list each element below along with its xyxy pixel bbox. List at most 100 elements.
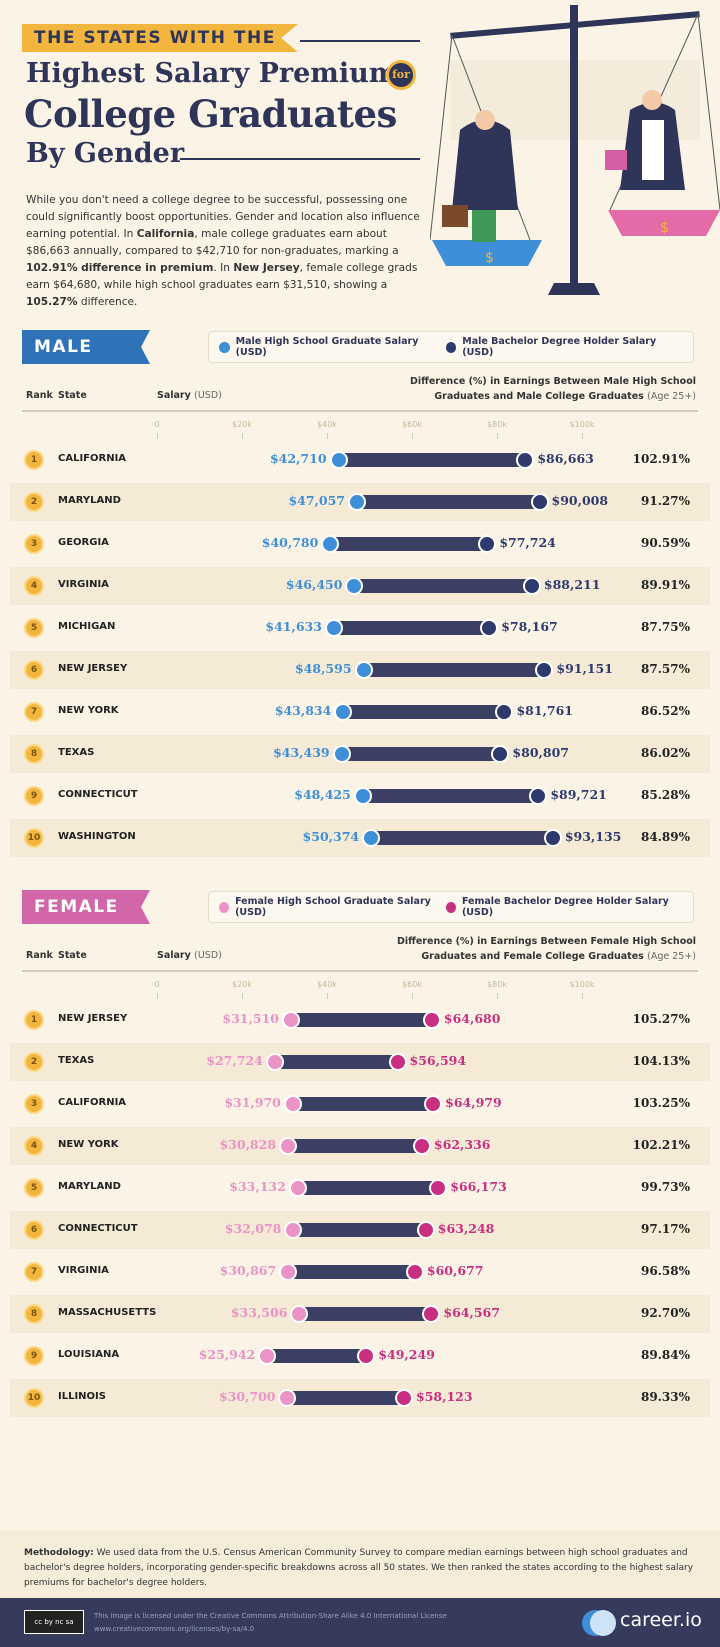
rank-badge: 1	[24, 1010, 44, 1030]
difference-percent: 102.91%	[632, 452, 690, 466]
salary-gap-bar	[330, 537, 488, 551]
ba-salary-point	[480, 619, 499, 637]
table-row: 9 LOUISIANA $25,942 $49,249 89.84%	[10, 1337, 710, 1375]
hs-salary-point	[347, 493, 366, 511]
license-url[interactable]: www.creativecommons.org/licenses/by-sa/4…	[94, 1625, 255, 1633]
difference-percent: 89.33%	[641, 1390, 690, 1404]
hs-salary-label: $43,834	[274, 703, 332, 718]
state-name: GEORGIA	[58, 537, 109, 548]
brand-name[interactable]: career.io	[620, 1609, 702, 1631]
difference-percent: 105.27%	[632, 1012, 690, 1026]
x-tick	[242, 993, 243, 999]
legend-item-hs: Female High School Graduate Salary (USD)	[219, 896, 446, 918]
difference-percent: 91.27%	[641, 494, 690, 508]
rank-badge: 9	[24, 786, 44, 806]
hs-salary-label: $31,510	[222, 1011, 279, 1026]
difference-percent: 97.17%	[641, 1222, 690, 1236]
ba-salary-label: $78,167	[501, 619, 558, 634]
x-tick-label: 0	[154, 980, 160, 989]
difference-percent: 86.02%	[641, 746, 690, 760]
hs-salary-point	[324, 619, 343, 637]
hs-salary-point	[278, 1389, 297, 1407]
hs-salary-label: $30,700	[218, 1389, 276, 1404]
state-name: CONNECTICUT	[58, 789, 138, 800]
hs-salary-label: $33,132	[229, 1179, 286, 1194]
col-rank: Rank	[26, 390, 53, 401]
rank-badge: 6	[24, 1220, 44, 1240]
difference-percent: 90.59%	[641, 536, 690, 550]
ba-salary-label: $90,008	[551, 493, 609, 508]
ba-salary-point	[395, 1389, 414, 1407]
salary-gap-bar	[333, 621, 490, 635]
ba-salary-label: $64,979	[445, 1095, 502, 1110]
table-row: 10 ILLINOIS $30,700 $58,123 89.33%	[10, 1379, 710, 1417]
hs-salary-label: $25,942	[198, 1347, 256, 1362]
x-tick	[157, 993, 158, 999]
table-row: 1 CALIFORNIA $42,710 $86,663 102.91%	[10, 441, 710, 479]
col-difference: Difference (%) in Earnings Between Femal…	[397, 936, 696, 962]
table-row: 7 VIRGINIA $30,867 $60,677 96.58%	[10, 1253, 710, 1291]
ba-salary-point	[422, 1305, 441, 1323]
x-tick-label: $20k	[232, 420, 252, 429]
difference-percent: 85.28%	[641, 788, 690, 802]
hs-salary-label: $48,425	[294, 787, 351, 802]
legend-item-ba: Male Bachelor Degree Holder Salary (USD)	[445, 336, 683, 358]
x-tick-label: $60k	[402, 420, 422, 429]
ba-salary-label: $63,248	[437, 1221, 495, 1236]
rank-badge: 10	[24, 828, 44, 848]
divider	[22, 410, 698, 412]
ba-salary-point	[543, 829, 562, 847]
difference-percent: 84.89%	[641, 830, 690, 844]
difference-percent: 86.52%	[641, 704, 690, 718]
section-label-male: MALE	[22, 330, 150, 364]
license-text: This image is licensed under the Creativ…	[94, 1612, 447, 1620]
ba-salary-label: $58,123	[416, 1389, 473, 1404]
ba-salary-label: $49,249	[378, 1347, 435, 1362]
hs-salary-point	[362, 829, 381, 847]
ba-salary-label: $66,173	[450, 1179, 507, 1194]
salary-gap-bar	[290, 1013, 432, 1027]
ba-salary-point	[424, 1095, 443, 1113]
hs-salary-label: $50,374	[302, 829, 360, 844]
table-row: 6 CONNECTICUT $32,078 $63,248 97.17%	[10, 1211, 710, 1249]
salary-gap-bar	[363, 663, 545, 677]
x-tick-label: $80k	[487, 980, 507, 989]
divider	[22, 970, 698, 972]
rank-badge: 3	[24, 534, 44, 554]
salary-gap-bar	[288, 1265, 415, 1279]
ba-salary-point	[422, 1011, 441, 1029]
difference-percent: 87.75%	[641, 620, 690, 634]
ba-salary-point	[412, 1137, 431, 1155]
ba-salary-point	[405, 1263, 424, 1281]
section-label-female: FEMALE	[22, 890, 150, 924]
salary-gap-bar	[274, 1055, 398, 1069]
difference-percent: 89.91%	[641, 578, 690, 592]
salary-gap-bar	[299, 1307, 432, 1321]
salary-gap-bar	[362, 789, 539, 803]
title-line-3: By Gender	[26, 138, 185, 169]
x-tick-label: $100k	[569, 980, 595, 989]
state-name: VIRGINIA	[58, 579, 109, 590]
x-tick-label: $80k	[487, 420, 507, 429]
rank-badge: 2	[24, 1052, 44, 1072]
ba-salary-point	[516, 451, 535, 469]
table-row: 8 TEXAS $43,439 $80,807 86.02%	[10, 735, 710, 773]
rank-badge: 6	[24, 660, 44, 680]
salary-gap-bar	[293, 1223, 426, 1237]
rank-badge: 5	[24, 1178, 44, 1198]
x-tick	[412, 993, 413, 999]
ba-salary-label: $93,135	[564, 829, 622, 844]
ba-salary-label: $80,807	[512, 745, 569, 760]
hs-salary-point	[258, 1347, 277, 1365]
state-name: MASSACHUSETTS	[58, 1307, 157, 1318]
salary-gap-bar	[267, 1349, 367, 1363]
table-row: 2 MARYLAND $47,057 $90,008 91.27%	[10, 483, 710, 521]
hs-salary-point	[334, 703, 353, 721]
table-row: 8 MASSACHUSETTS $33,506 $64,567 92.70%	[10, 1295, 710, 1333]
state-name: NEW YORK	[58, 1139, 119, 1150]
for-badge-icon: for	[386, 60, 416, 90]
salary-gap-bar	[292, 1097, 434, 1111]
table-row: 7 NEW YORK $43,834 $81,761 86.52%	[10, 693, 710, 731]
state-name: CALIFORNIA	[58, 1097, 127, 1108]
footer: cc by nc sa This image is licensed under…	[0, 1598, 720, 1647]
